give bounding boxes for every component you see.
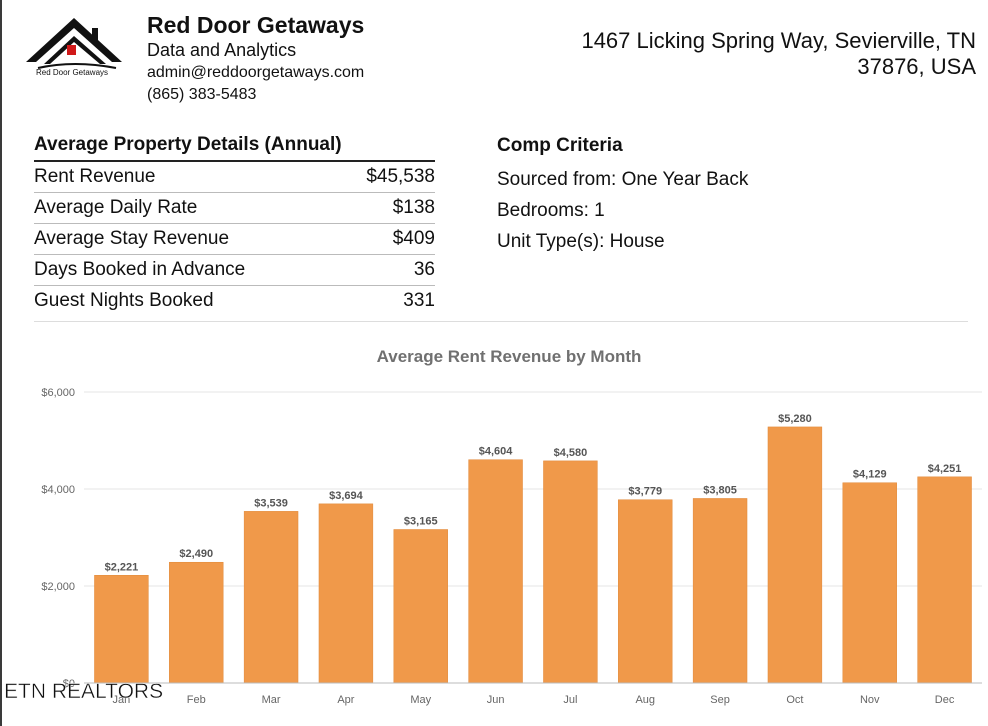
bar-data-label: $3,694 <box>329 490 364 502</box>
bar-data-label: $4,129 <box>853 469 887 481</box>
bar-data-label: $4,604 <box>479 446 514 458</box>
section-divider <box>34 321 968 322</box>
chart-canvas: Average Rent Revenue by Month $0 $2,000 $4,… <box>41 347 982 706</box>
x-tick-label: Nov <box>860 694 880 706</box>
bar <box>243 511 299 684</box>
company-phone[interactable]: (865) 383-5483 <box>147 86 257 103</box>
company-info: Red Door Getaways Data and Analytics adm… <box>147 11 364 106</box>
bar-data-label: $2,490 <box>179 548 213 560</box>
details-row: Average Stay Revenue $409 <box>34 224 435 255</box>
bar <box>842 482 897 684</box>
details-value: $45,538 <box>366 166 435 187</box>
watermark: ETN REALTORS <box>4 680 164 703</box>
criteria-item: Unit Type(s): House <box>497 231 665 252</box>
x-tick-label: Jan <box>113 694 131 706</box>
property-address: 1467 Licking Spring Way, Sevierville, TN… <box>581 28 976 80</box>
bar <box>618 499 673 684</box>
details-value: 36 <box>413 259 435 280</box>
y-tick-label: $0 <box>63 678 75 690</box>
bar-data-label: $3,539 <box>254 497 288 509</box>
bar <box>169 561 224 684</box>
bar <box>393 529 448 684</box>
bar-data-label: $3,165 <box>404 515 438 527</box>
criteria-item: Sourced from: One Year Back <box>497 169 749 190</box>
criteria-item: Bedrooms: 1 <box>497 200 605 221</box>
bar <box>692 498 748 684</box>
x-tick-label: Feb <box>187 694 206 706</box>
y-tick-label: $6,000 <box>41 387 75 399</box>
company-name: Red Door Getaways <box>147 12 365 38</box>
x-tick-label: Aug <box>635 694 655 706</box>
x-tick-label: Jun <box>487 694 505 706</box>
bar-data-label: $4,580 <box>554 447 588 459</box>
company-subtitle: Data and Analytics <box>147 40 297 60</box>
x-tick-label: Apr <box>337 694 354 706</box>
x-tick-label: Oct <box>786 694 803 706</box>
bar <box>543 460 598 684</box>
company-email[interactable]: admin@reddoorgetaways.com <box>147 64 365 81</box>
details-label: Guest Nights Booked <box>34 290 214 311</box>
x-tick-label: Sep <box>710 694 730 706</box>
x-tick-label: Dec <box>935 694 955 706</box>
bar-data-label: $5,280 <box>778 413 812 425</box>
details-row: Days Booked in Advance 36 <box>34 255 435 286</box>
logo-caption: Red Door Getaways <box>35 68 109 77</box>
details-row: Average Daily Rate $138 <box>34 193 435 224</box>
chart-title: Average Rent Revenue by Month <box>377 347 642 366</box>
details-row: Rent Revenue $45,538 <box>34 162 435 193</box>
bar <box>767 426 823 684</box>
details-title: Average Property Details (Annual) <box>34 134 435 162</box>
bar <box>318 503 374 684</box>
criteria-title: Comp Criteria <box>497 135 623 156</box>
bar-data-label: $3,805 <box>703 484 737 496</box>
details-row: Guest Nights Booked 331 <box>34 286 435 316</box>
bar <box>94 575 149 684</box>
bar-data-label: $2,221 <box>105 561 139 573</box>
comp-criteria: Comp Criteria Sourced from: One Year Bac… <box>497 134 748 257</box>
page-left-border <box>0 0 2 726</box>
x-tick-label: Mar <box>262 694 281 706</box>
rent-revenue-chart: Average Rent Revenue by Month $0 $2,000 $4,… <box>0 340 988 726</box>
details-label: Average Stay Revenue <box>34 228 230 249</box>
address-line-2: 37876, USA <box>857 54 976 79</box>
details-label: Average Daily Rate <box>34 197 198 218</box>
bar <box>468 459 523 684</box>
x-tick-label: Jul <box>563 694 577 706</box>
details-label: Rent Revenue <box>34 166 156 187</box>
house-logo-icon <box>26 18 122 69</box>
y-tick-label: $4,000 <box>41 484 75 496</box>
bar-data-label: $4,251 <box>928 463 962 475</box>
bar <box>917 476 972 684</box>
details-value: $409 <box>392 228 435 249</box>
address-line-1: 1467 Licking Spring Way, Sevierville, TN <box>581 28 976 53</box>
details-value: $138 <box>392 197 435 218</box>
property-details-table: Average Property Details (Annual) Rent R… <box>34 134 435 316</box>
bar-data-label: $3,779 <box>628 486 662 498</box>
x-tick-label: May <box>410 694 431 706</box>
y-tick-label: $2,000 <box>41 581 75 593</box>
details-value: 331 <box>403 290 435 311</box>
details-label: Days Booked in Advance <box>34 259 246 280</box>
